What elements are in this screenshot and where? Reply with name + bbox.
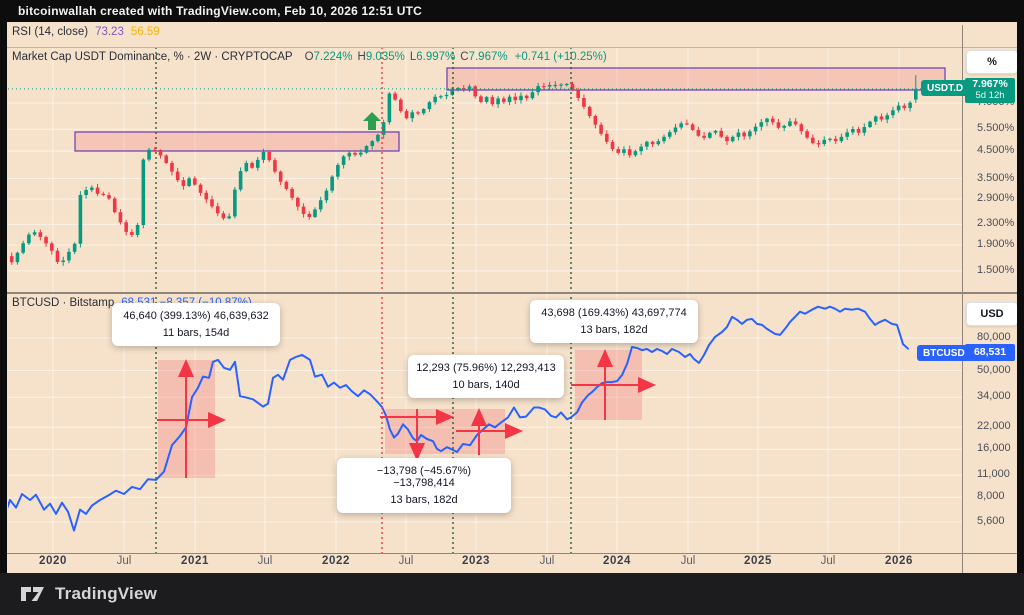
measure-value: −13,798 (−45.67%) −13,798,414 [376,465,472,489]
time-tick-label[interactable]: Jul [539,555,555,567]
ohlc-value: 6.997% [416,51,456,63]
btc-price-badge: 68,531 [965,344,1015,361]
percent-scale-button[interactable]: % [966,50,1018,74]
tradingview-logo-icon[interactable] [20,583,46,605]
measure-value: 43,698 (169.43%) 43,697,774 [541,307,687,319]
price-tick-label: 3.500% [977,171,1015,184]
symbol-title[interactable]: BTCUSD · Bitstamp [12,297,115,309]
measure-duration: 11 bars, 154d [162,327,230,339]
tradingview-logo-text[interactable]: TradingView [55,584,158,603]
rsi-pane-separator [0,47,1024,48]
price-tick-label: 1.900% [977,238,1015,251]
measure-value: 12,293 (75.96%) 12,293,413 [416,362,556,374]
price-tick-label: 11,000 [977,468,1010,481]
price-tick-label: 5,600 [977,515,1005,528]
price-tick-label: 8,000 [977,490,1005,503]
price-tick-label: 1.500% [977,263,1015,276]
rsi-label[interactable]: RSI (14, close) [12,26,89,38]
measure-card-1: 46,640 (399.13%) 46,639,632 11 bars, 154… [112,303,280,346]
time-axis-separator [0,553,1024,554]
price-tick-label: 2.900% [977,192,1015,205]
measure-duration: 13 bars, 182d [390,494,458,506]
time-tick-label[interactable]: 2023 [462,555,490,567]
price-tick-label: 22,000 [977,420,1011,433]
price-tick-label: 16,000 [977,442,1011,455]
btcusd-symbol-badge: BTCUSD [917,345,971,361]
price-tick-label: 5.500% [977,122,1015,135]
time-tick-label[interactable]: Jul [398,555,414,567]
ohlc-value: 7.224% [313,51,353,63]
price-tick-label: 80,000 [977,331,1011,343]
usd-scale-button[interactable]: USD [966,302,1018,326]
price-tick-label: 50,000 [977,363,1011,376]
attribution-text: bitcoinwallah created with TradingView.c… [18,4,422,18]
time-tick-label[interactable]: 2022 [322,555,350,567]
change-value: +0.741 (+10.25%) [514,51,607,63]
rsi-value: 73.23 [95,26,124,38]
ohlc-value: 7.967% [468,51,508,63]
symbol-title[interactable]: Market Cap USDT Dominance, % · 2W · CRYP… [12,51,293,63]
measure-duration: 10 bars, 140d [452,379,520,391]
price-tick-label: 4.500% [977,144,1015,157]
time-tick-label[interactable]: Jul [820,555,836,567]
usdt-dominance-symbol-badge: USDT.D [921,80,970,96]
chart-area: RSI (14, close) 73.23 56.59 Market Cap U… [0,22,1024,573]
time-tick-label[interactable]: 2025 [744,555,772,567]
ohlc-key: L [409,51,417,63]
ohlc-key: H [357,51,366,63]
measure-card-3: 43,698 (169.43%) 43,697,774 13 bars, 182… [530,300,698,343]
time-tick-label[interactable]: 2026 [885,555,913,567]
time-tick-label[interactable]: Jul [680,555,696,567]
time-tick-label[interactable]: 2020 [39,555,67,567]
ohlc-values: O7.224% H9.035% L6.997% C7.967% [300,51,508,63]
usdt-price-badge: 7.967% 5d 12h [965,78,1015,103]
price-tick-label: 2.300% [977,217,1015,230]
price-tick-label: 34,000 [977,390,1011,403]
measure-card-4: −13,798 (−45.67%) −13,798,414 13 bars, 1… [337,458,511,513]
pane-separator[interactable] [0,292,1024,294]
right-margin [1017,22,1024,573]
bar-countdown: 5d 12h [975,90,1005,101]
measure-duration: 13 bars, 182d [580,324,648,336]
ohlc-value: 9.035% [365,51,405,63]
attribution-bar: bitcoinwallah created with TradingView.c… [0,0,1024,22]
ohlc-key: C [460,51,469,63]
time-tick-label[interactable]: 2021 [181,555,209,567]
measure-card-2: 12,293 (75.96%) 12,293,413 10 bars, 140d [408,355,564,398]
rsi-legend: RSI (14, close) 73.23 56.59 [12,26,160,38]
measure-value: 46,640 (399.13%) 46,639,632 [123,310,269,322]
ohlc-key: O [304,51,314,63]
usdt-last-price: 7.967% [972,78,1008,90]
price-axis-separator [962,25,963,573]
rsi-ma-value: 56.59 [130,26,160,38]
usdt-dominance-legend: Market Cap USDT Dominance, % · 2W · CRYP… [12,51,607,63]
footer-bar: TradingView [0,573,1024,615]
left-margin [0,22,7,573]
time-tick-label[interactable]: Jul [116,555,132,567]
time-tick-label[interactable]: 2024 [603,555,631,567]
time-tick-label[interactable]: Jul [257,555,273,567]
